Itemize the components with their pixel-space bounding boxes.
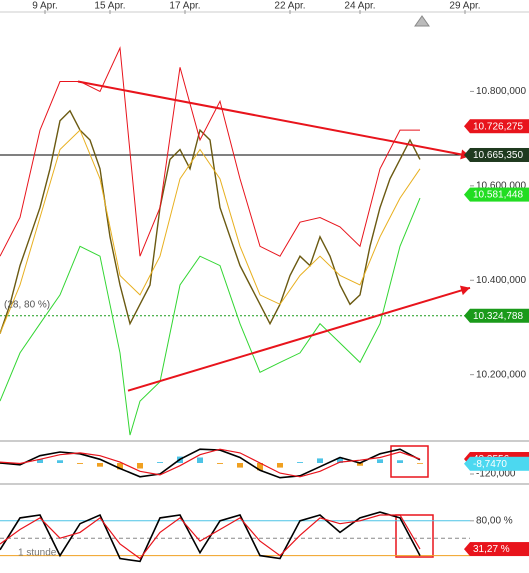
histogram-bar: [97, 462, 103, 467]
trend-arrow: [459, 285, 470, 296]
price-label-box: [470, 187, 529, 202]
x-tick-label: 17 Apr.: [169, 1, 200, 12]
y-tick-label: 10.600,000: [476, 180, 526, 191]
histogram-bar: [297, 462, 303, 463]
histogram-bar: [317, 458, 323, 463]
price-label-box: [470, 308, 529, 323]
trend-line: [127, 286, 471, 392]
price-label-box: [470, 147, 529, 162]
series-line: [0, 109, 421, 334]
y-tick-label: 10.200,000: [476, 369, 526, 380]
series-line: [0, 511, 421, 563]
series-line: [0, 129, 421, 334]
histogram-bar: [237, 462, 243, 468]
histogram-bar: [417, 462, 423, 464]
histogram-bar: [217, 462, 223, 464]
histogram-bar: [57, 460, 63, 463]
selection-box: [390, 445, 429, 478]
price-label-arrow: [464, 456, 470, 471]
histogram-bar: [257, 462, 263, 471]
histogram-bar: [337, 458, 343, 463]
x-tick-label: 15 Apr.: [94, 1, 125, 12]
histogram-bar: [357, 462, 363, 466]
price-label: -8,7470: [473, 459, 507, 470]
trend-line: [77, 80, 471, 158]
series-line: [0, 448, 421, 479]
price-label-box: [470, 542, 529, 557]
histogram-bar: [77, 462, 83, 464]
scroll-icon[interactable]: [414, 15, 430, 27]
histogram-bar: [37, 459, 43, 463]
price-label: 10.324,788: [473, 311, 523, 322]
x-tick-label: 29 Apr.: [449, 1, 480, 12]
series-line: [0, 197, 421, 436]
annotation: (28, 80 %): [4, 300, 50, 311]
series-line: [0, 46, 420, 257]
price-label: 10.726,275: [473, 121, 523, 132]
y-tick-label: -120,000: [476, 469, 516, 480]
x-tick-label: 22 Apr.: [274, 1, 305, 12]
price-label-arrow: [464, 119, 470, 134]
y-tick-label: 10.400,000: [476, 275, 526, 286]
histogram-bar: [197, 457, 203, 463]
y-tick-label: 10.800,000: [476, 86, 526, 97]
selection-box: [395, 514, 434, 558]
price-label-arrow: [464, 542, 470, 557]
price-label: 10.665,350: [473, 150, 523, 161]
histogram-bar: [117, 462, 123, 470]
price-label-box: [470, 456, 529, 471]
series-line: [0, 448, 421, 478]
histogram-bar: [397, 460, 403, 463]
y-tick-label: 80,00 %: [476, 515, 513, 526]
price-label-arrow: [464, 187, 470, 202]
histogram-bar: [157, 462, 163, 463]
x-tick-label: 24 Apr.: [344, 1, 375, 12]
histogram-bar: [377, 459, 383, 463]
timeframe-label: 1 stunde: [18, 548, 57, 559]
price-label-arrow: [464, 308, 470, 323]
price-label: 10.581,448: [473, 190, 523, 201]
x-tick-label: 9 Apr.: [32, 1, 58, 12]
price-label: 31,27 %: [473, 544, 510, 555]
histogram-bar: [137, 462, 143, 469]
price-label-arrow: [464, 147, 470, 162]
histogram-bar: [277, 462, 283, 468]
price-label-box: [470, 119, 529, 134]
series-line: [0, 514, 421, 560]
